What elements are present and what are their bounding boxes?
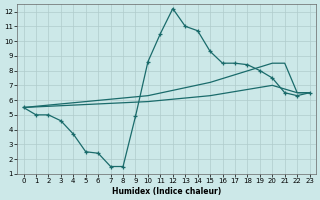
X-axis label: Humidex (Indice chaleur): Humidex (Indice chaleur) (112, 187, 221, 196)
